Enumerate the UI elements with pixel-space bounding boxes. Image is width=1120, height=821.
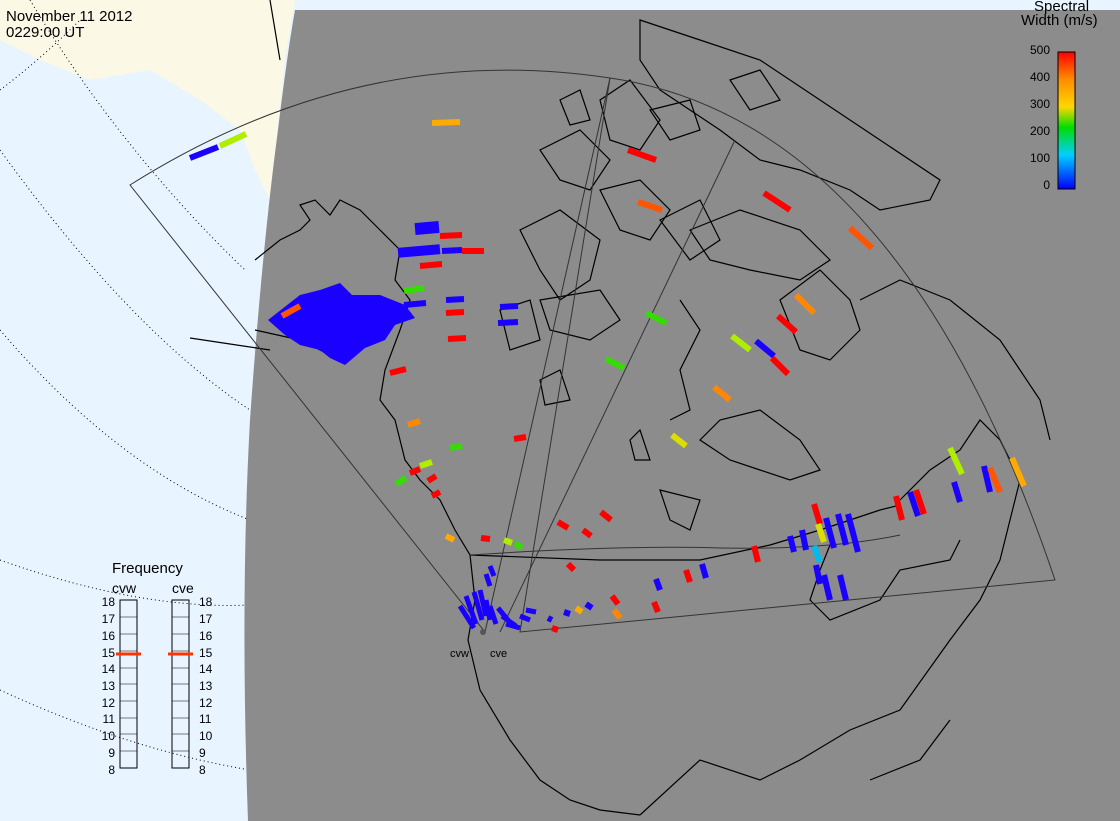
- ftick: 11: [199, 712, 212, 726]
- ftick: 9: [199, 746, 206, 760]
- colorbar-tick-500: 500: [1029, 43, 1050, 57]
- time-label: 0229:00 UT: [6, 24, 85, 41]
- frequency-radar-cve: cve: [172, 580, 194, 596]
- frequency-bars: [119, 599, 190, 769]
- coastlines: [189, 0, 1051, 816]
- ftick: 14: [101, 662, 115, 676]
- cvw-echo-cluster: [268, 283, 415, 365]
- ftick: 10: [199, 729, 213, 743]
- colorbar-tick-100: 100: [1029, 151, 1050, 165]
- echo-segments: [188, 119, 1027, 633]
- ftick: 17: [199, 612, 213, 626]
- day-land: [0, 0, 295, 200]
- ftick: 13: [101, 679, 115, 693]
- radar-label-cvw: cvw: [450, 648, 469, 660]
- colorbar-tick-200: 200: [1029, 124, 1050, 138]
- colorbar-title-line1: Spectral: [1034, 0, 1090, 15]
- latitude-circles: [0, 0, 251, 771]
- ftick: 15: [101, 646, 115, 660]
- ftick: 12: [101, 696, 115, 710]
- colorbar-title-line2: Width (m/s): [1021, 12, 1098, 29]
- frequency-radar-cvw: cvw: [112, 580, 137, 596]
- radar-site: [480, 629, 486, 635]
- ftick: 9: [108, 746, 115, 760]
- ftick: 8: [108, 763, 115, 777]
- ftick: 16: [101, 629, 115, 643]
- ftick: 17: [101, 612, 115, 626]
- date-label: November 11 2012: [6, 8, 133, 25]
- colorbar-tick-300: 300: [1029, 97, 1050, 111]
- near-range-echoes: [457, 565, 537, 631]
- ftick: 12: [199, 696, 213, 710]
- echo: [414, 220, 440, 236]
- colorbar: [1057, 51, 1076, 190]
- ftick: 13: [199, 679, 213, 693]
- frequency-title: Frequency: [112, 560, 183, 577]
- colorbar-tick-0: 0: [1043, 178, 1050, 192]
- ftick: 14: [199, 662, 213, 676]
- echo: [397, 244, 441, 258]
- colorbar-tick-400: 400: [1029, 70, 1050, 84]
- ftick: 16: [199, 629, 213, 643]
- ftick: 18: [199, 595, 213, 609]
- ftick: 18: [101, 595, 115, 609]
- ftick: 8: [199, 763, 206, 777]
- fov-outlines: [129, 69, 1056, 634]
- ftick: 11: [102, 712, 115, 726]
- night-shade: [244, 10, 1120, 821]
- ftick: 10: [101, 729, 115, 743]
- ftick: 15: [199, 646, 213, 660]
- radar-label-cve: cve: [490, 648, 508, 660]
